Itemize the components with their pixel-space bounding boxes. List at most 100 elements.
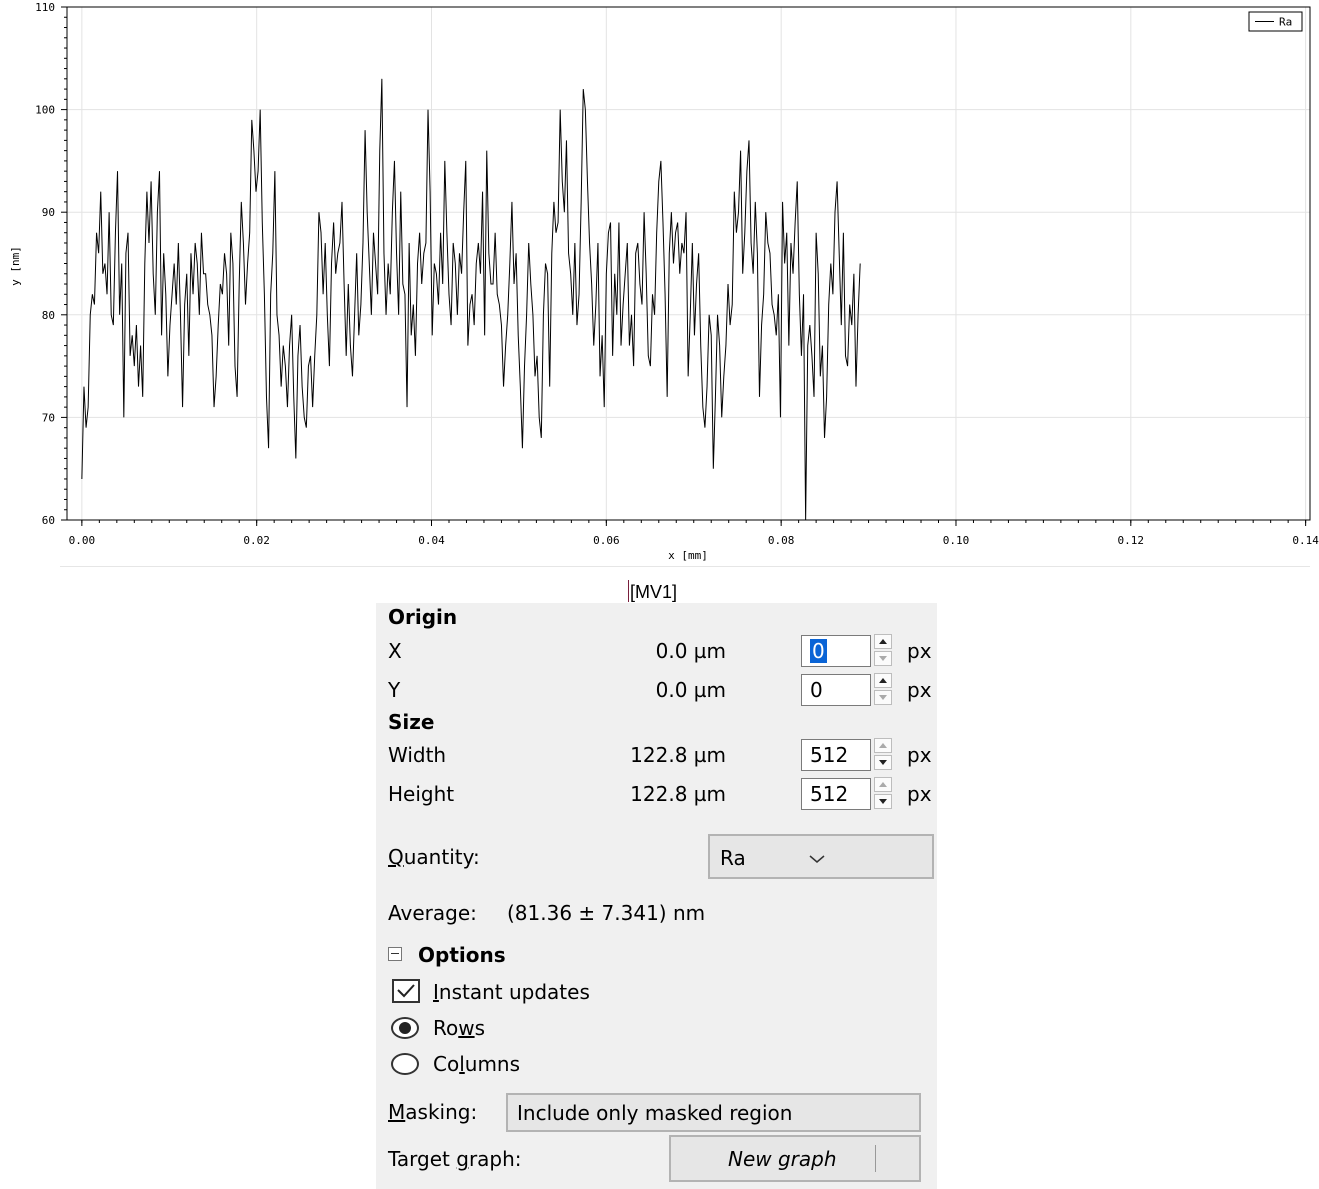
target-graph-dropdown[interactable]: New graph	[669, 1135, 921, 1182]
x-decrement-button[interactable]	[874, 651, 892, 666]
masking-label: Masking:	[388, 1100, 477, 1124]
dropdown-separator	[875, 1145, 876, 1172]
columns-label-end: umns	[464, 1052, 521, 1076]
x-tick-label: 0.12	[1118, 534, 1145, 547]
y-tick-label: 80	[42, 309, 55, 322]
masking-dropdown[interactable]: Include only masked region	[506, 1093, 921, 1132]
y-spinner[interactable]	[874, 673, 894, 707]
legend-label: Ra	[1279, 16, 1292, 29]
chevron-down-icon	[809, 855, 825, 863]
plot-area-border	[66, 6, 1311, 521]
x-axis-label: x [mm]	[668, 549, 708, 562]
radio-selected-dot	[399, 1022, 411, 1034]
instant-updates-checkbox[interactable]	[392, 979, 420, 1003]
width-increment-button[interactable]	[874, 738, 892, 753]
height-label: Height	[388, 782, 455, 806]
target-graph-label-end: raph:	[468, 1147, 522, 1171]
text-cursor	[628, 580, 629, 602]
instant-updates-label[interactable]: Instant updates	[433, 980, 590, 1004]
y-axis-label: y [nm]	[9, 246, 22, 286]
legend: Ra	[1248, 11, 1303, 32]
arrow-up-icon	[879, 639, 887, 644]
quantity-selected: Ra	[720, 846, 746, 870]
quantity-mnemonic: Q	[388, 845, 404, 869]
instant-updates-label-rest: nstant updates	[438, 980, 590, 1004]
y-input[interactable]: 0	[801, 674, 871, 706]
masking-label-rest: asking:	[405, 1100, 478, 1124]
y-tick-label: 90	[42, 206, 55, 219]
target-graph-mnemonic: g	[456, 1147, 469, 1171]
y-input-value: 0	[810, 678, 823, 702]
size-heading: Size	[388, 710, 435, 734]
x-increment-button[interactable]	[874, 634, 892, 649]
instant-updates-mnemonic: I	[433, 980, 439, 1004]
x-physical-value: 0.0 µm	[655, 639, 726, 663]
width-label: Width	[388, 743, 447, 767]
average-value: (81.36 ± 7.341) nm	[507, 901, 706, 925]
arrow-down-icon	[879, 656, 887, 661]
height-decrement-button[interactable]	[874, 794, 892, 809]
columns-radio[interactable]	[391, 1053, 419, 1075]
x-input-value: 0	[810, 639, 827, 663]
height-spinner[interactable]	[874, 777, 894, 811]
arrow-down-icon	[879, 799, 887, 804]
y-tick-label: 100	[35, 104, 55, 117]
comment-tag-text: [MV1]	[630, 582, 678, 602]
width-unit: px	[907, 743, 932, 767]
y-tick-label: 110	[35, 1, 55, 14]
height-input[interactable]: 512	[801, 778, 871, 810]
chart-grid	[67, 6, 1310, 521]
arrow-up-icon	[879, 743, 887, 748]
divider-line	[60, 566, 1310, 567]
y-tick-label: 70	[42, 411, 55, 424]
rows-label-start: Ro	[433, 1016, 459, 1040]
arrow-up-icon	[879, 678, 887, 683]
columns-label[interactable]: Columns	[433, 1052, 520, 1076]
masking-selected: Include only masked region	[517, 1101, 793, 1125]
width-decrement-button[interactable]	[874, 755, 892, 770]
target-graph-label: Target graph:	[388, 1147, 522, 1171]
quantity-label-rest: uantity:	[403, 845, 480, 869]
collapse-icon[interactable]	[388, 947, 402, 961]
y-tick-label: 60	[42, 514, 55, 527]
y-increment-button[interactable]	[874, 673, 892, 688]
quantity-dropdown[interactable]: Ra	[708, 834, 934, 879]
y-unit: px	[907, 678, 932, 702]
arrow-down-icon	[879, 760, 887, 765]
x-axis: 0.00 0.02 0.04 0.06 0.08 0.10 0.12 0.14	[69, 520, 1319, 547]
arrow-down-icon	[879, 695, 887, 700]
x-tick-label: 0.14	[1292, 534, 1319, 547]
origin-heading: Origin	[388, 605, 458, 629]
series-line-ra	[81, 78, 861, 521]
rows-label[interactable]: Rows	[433, 1016, 485, 1040]
x-label: X	[388, 639, 402, 663]
comment-tag: [MV1]	[628, 580, 677, 603]
columns-label-start: Co	[433, 1052, 460, 1076]
average-label: Average:	[388, 901, 477, 925]
x-unit: px	[907, 639, 932, 663]
x-input[interactable]: 0	[801, 635, 871, 667]
width-spinner[interactable]	[874, 738, 894, 772]
target-graph-label-start: Target	[388, 1147, 457, 1171]
columns-mnemonic: l	[459, 1052, 465, 1076]
x-tick-label: 0.06	[593, 534, 620, 547]
x-tick-label: 0.00	[69, 534, 96, 547]
height-input-value: 512	[810, 782, 849, 806]
y-axis: 60 70 80 90 100 110	[35, 1, 67, 527]
options-heading: Options	[418, 943, 506, 967]
y-decrement-button[interactable]	[874, 690, 892, 705]
x-tick-label: 0.08	[768, 534, 795, 547]
target-graph-selected: New graph	[728, 1147, 837, 1171]
arrow-up-icon	[879, 782, 887, 787]
settings-panel: Origin X 0.0 µm 0 px Y 0.0 µm 0 px Size …	[376, 603, 937, 1189]
rows-radio[interactable]	[391, 1017, 419, 1039]
height-increment-button[interactable]	[874, 777, 892, 792]
x-spinner[interactable]	[874, 634, 894, 668]
quantity-label: Quantity:	[388, 845, 480, 869]
x-tick-label: 0.04	[418, 534, 445, 547]
width-input[interactable]: 512	[801, 739, 871, 771]
width-input-value: 512	[810, 743, 849, 767]
y-label: Y	[388, 678, 401, 702]
x-tick-label: 0.10	[943, 534, 970, 547]
